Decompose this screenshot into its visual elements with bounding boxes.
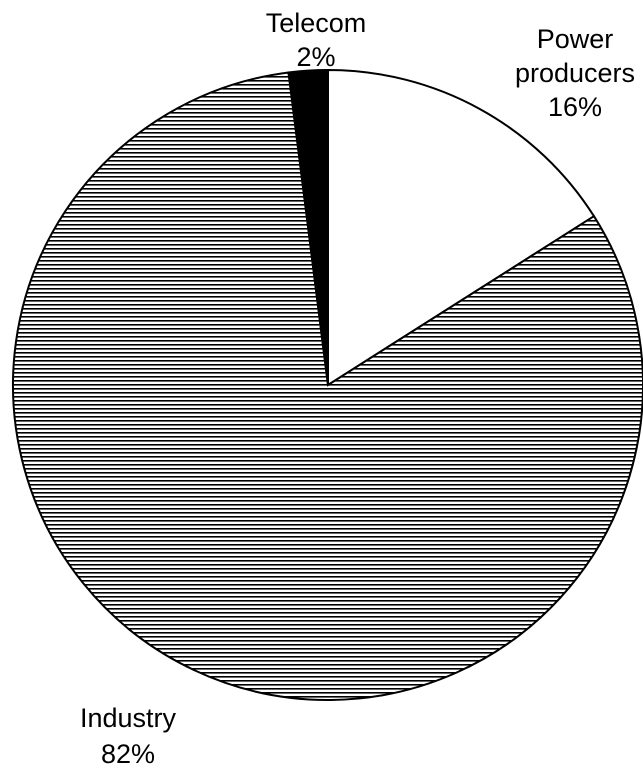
- pie-labels: Power producers 16% Industry 82% Telecom 2%: [80, 8, 635, 769]
- slice-telecom: [287, 68, 329, 386]
- slice-label-industry: Industry 82%: [80, 703, 177, 769]
- pie-slices: [12, 68, 643, 701]
- slice-industry: [12, 71, 643, 701]
- slice-label-power-producers: Power producers 16%: [515, 24, 635, 122]
- slice-label-telecom: Telecom 2%: [266, 8, 367, 72]
- slice-power-producers: [327, 68, 596, 387]
